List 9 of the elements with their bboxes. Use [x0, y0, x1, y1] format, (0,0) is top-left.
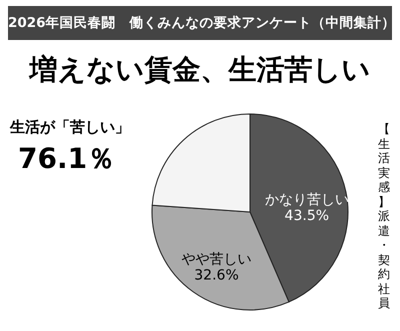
- text: 生活が「苦しい」: [10, 118, 130, 137]
- slice-label: やや苦しい: [182, 251, 252, 268]
- data-label: 32.6%: [194, 267, 239, 284]
- slice-label: かなり苦しい: [264, 192, 349, 208]
- text: 【生活実感】派遣・契約社員: [378, 122, 390, 310]
- text: 76.1％: [18, 141, 116, 177]
- data-label: 43.5%: [284, 208, 330, 224]
- chart-subtitle: 増えない賃金、生活苦しい: [28, 52, 372, 88]
- chart-title: 2026年国民春闘 働くみんなの要求アンケート（中間集計）: [8, 14, 396, 33]
